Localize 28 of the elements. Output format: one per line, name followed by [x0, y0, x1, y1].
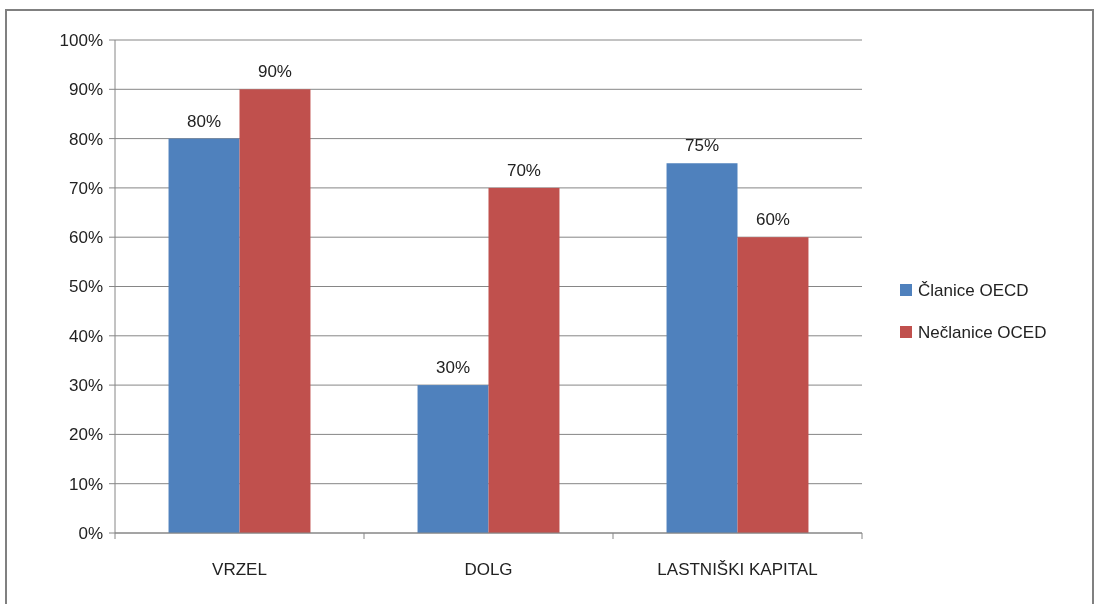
data-label: 60% — [755, 210, 790, 230]
bar — [737, 237, 809, 533]
y-tick-label: 100% — [59, 30, 103, 50]
bar — [239, 89, 311, 533]
legend-label: Članice OECD — [918, 280, 1029, 300]
y-tick-label: 60% — [68, 228, 103, 248]
x-tick-label: DOLG — [464, 560, 513, 579]
data-label: 75% — [685, 136, 720, 156]
data-label: 90% — [257, 62, 292, 82]
y-tick-label: 80% — [68, 129, 103, 149]
bar — [666, 163, 738, 533]
y-tick-label: 0% — [78, 523, 103, 543]
y-tick-label: 20% — [68, 425, 103, 445]
y-tick-label: 40% — [68, 326, 103, 346]
data-label: 80% — [187, 111, 222, 131]
y-tick-label: 90% — [68, 80, 103, 100]
legend-label: Nečlanice OCED — [918, 322, 1047, 342]
y-tick-label: 30% — [68, 376, 103, 396]
bar — [417, 385, 489, 533]
bar — [168, 138, 240, 533]
x-tick-label: VRZEL — [212, 560, 267, 579]
y-tick-label: 10% — [68, 474, 103, 494]
data-label: 30% — [436, 358, 471, 378]
x-tick-label: LASTNIŠKI KAPITAL — [657, 560, 818, 579]
y-tick-label: 50% — [68, 277, 103, 297]
data-label: 70% — [506, 160, 541, 180]
y-tick-label: 70% — [68, 178, 103, 198]
bar — [488, 187, 560, 533]
